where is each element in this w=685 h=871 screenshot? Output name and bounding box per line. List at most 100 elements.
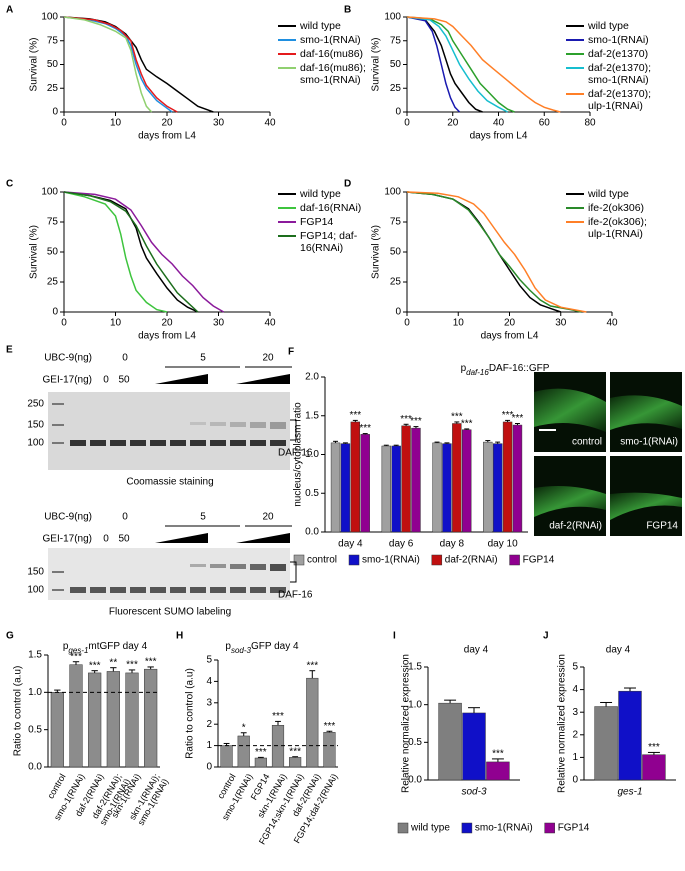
wedge — [236, 374, 290, 384]
image-label: daf-2(RNAi) — [549, 521, 602, 532]
gei17-amount: 0 — [103, 534, 109, 545]
protein-band — [230, 440, 246, 446]
x-tick-label: day 6 — [389, 539, 414, 550]
x-tick-label: 60 — [539, 118, 551, 129]
survival-curve — [406, 191, 587, 313]
protein-band — [210, 440, 226, 446]
legend-label: wild type — [410, 823, 450, 834]
legend-swatch — [293, 554, 305, 566]
y-tick-label: 25 — [390, 83, 402, 94]
y-tick-label: 100 — [384, 12, 401, 23]
bar — [462, 429, 472, 533]
gei17-amount: 50 — [118, 375, 130, 386]
legend-label: daf-16(mu86) — [300, 48, 364, 60]
y-tick-label: 0.5 — [408, 737, 422, 748]
gei17-label: GEI-17(ng) — [43, 534, 92, 545]
bar — [125, 672, 139, 768]
legend-label: wild type — [300, 188, 341, 200]
title-part: p — [63, 641, 69, 652]
y-tick-label: 0.0 — [408, 775, 422, 786]
significance: *** — [461, 419, 473, 430]
bar — [254, 757, 267, 768]
x-tick-label: 10 — [110, 318, 122, 329]
sumo-band — [210, 422, 226, 426]
y-tick-label: 0 — [52, 307, 58, 318]
sumo-band — [190, 564, 206, 567]
legend-label: daf-2(e1370); smo-1(RNAi) — [588, 62, 652, 86]
legend-swatch — [544, 822, 555, 834]
survival-curve — [63, 191, 168, 313]
protein-band — [150, 440, 166, 446]
x-tick-label: 20 — [161, 118, 173, 129]
legend-label: daf-16(RNAi) — [300, 202, 362, 214]
protein-band — [110, 587, 126, 593]
x-tick-label: 20 — [504, 318, 516, 329]
protein-band — [270, 440, 286, 446]
significance: *** — [306, 660, 318, 671]
x-tick-label: ges-1 — [617, 787, 642, 798]
bar — [323, 732, 336, 768]
title-part: p — [225, 641, 231, 652]
y-tick-label: 1 — [572, 752, 578, 763]
protein-band — [190, 440, 206, 446]
panel-label: G — [6, 631, 14, 642]
legend-label: wild type — [300, 20, 341, 32]
bar — [350, 421, 361, 533]
significance: *** — [400, 414, 412, 425]
worm-signal — [610, 395, 682, 430]
marker-label: 100 — [27, 585, 44, 596]
chart-title: psod-3GFP day 4 — [225, 641, 299, 655]
title-part: ges-1 — [68, 646, 88, 655]
significance: *** — [410, 416, 422, 427]
ubc9-amount: 20 — [262, 353, 274, 364]
marker-band — [52, 589, 64, 591]
title-part: p — [461, 363, 467, 374]
x-axis-label: days from L4 — [138, 331, 196, 342]
chart-title: day 4 — [464, 645, 489, 656]
y-tick-label: 0.0 — [28, 762, 42, 773]
marker-label: 250 — [27, 399, 44, 410]
x-tick-label: sod-3 — [461, 787, 486, 798]
y-tick-label: 1.0 — [305, 449, 319, 460]
bar — [360, 434, 370, 533]
bar — [340, 443, 351, 533]
y-tick-label: 0 — [206, 762, 212, 773]
y-tick-label: 2 — [572, 729, 578, 740]
legend-label: smo-1(RNAi) — [475, 823, 533, 834]
bar — [462, 712, 486, 781]
bar — [381, 445, 391, 533]
x-axis-label: days from L4 — [470, 131, 528, 142]
significance: *** — [349, 410, 361, 421]
legend-label: smo-1(RNAi) — [362, 555, 420, 566]
survival-curve — [406, 16, 483, 113]
y-tick-label: 0.5 — [305, 488, 319, 499]
legend-label: FGP14 — [558, 823, 590, 834]
image-label: FGP14 — [646, 521, 678, 532]
x-tick-label: 0 — [404, 118, 410, 129]
x-tick-label: 30 — [213, 118, 225, 129]
protein-band — [170, 440, 186, 446]
protein-band — [250, 587, 266, 593]
significance: *** — [324, 721, 336, 732]
x-tick-label: 30 — [555, 318, 567, 329]
y-tick-label: 50 — [390, 247, 402, 258]
gel — [48, 392, 290, 470]
x-tick-label: 0 — [404, 318, 410, 329]
survival-curve — [63, 16, 153, 113]
bar — [88, 672, 102, 768]
sumo-band — [230, 564, 246, 569]
bar — [289, 757, 302, 768]
bar — [483, 441, 493, 533]
x-tick-label: 20 — [161, 318, 173, 329]
y-tick-label: 1.0 — [28, 687, 42, 698]
sumo-band — [250, 564, 266, 570]
significance: *** — [145, 657, 157, 668]
x-tick-label: 30 — [213, 318, 225, 329]
bar — [144, 668, 158, 768]
legend-label: wild type — [588, 20, 629, 32]
y-tick-label: 75 — [47, 217, 59, 228]
panel-label: H — [176, 631, 183, 642]
legend-label: FGP14 — [523, 555, 555, 566]
protein-band — [130, 587, 146, 593]
